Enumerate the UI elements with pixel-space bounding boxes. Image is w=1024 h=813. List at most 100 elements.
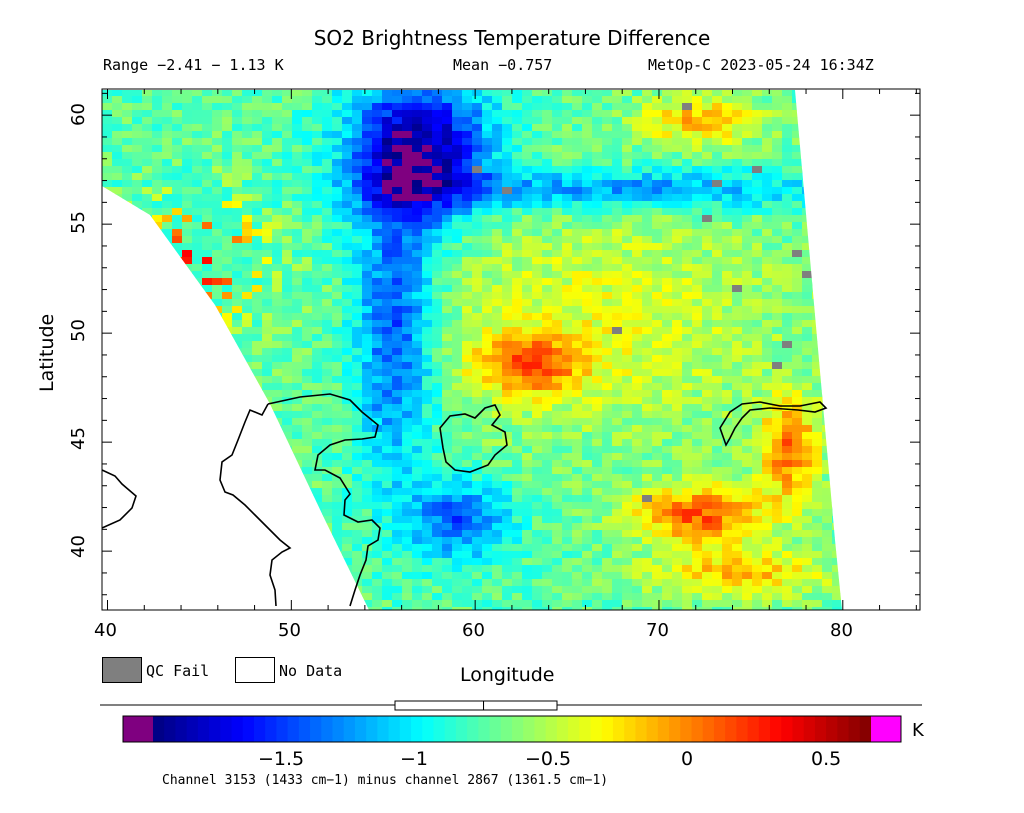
grid-cell [632, 299, 643, 307]
grid-cell [502, 173, 513, 181]
grid-cell [642, 502, 653, 510]
grid-cell [642, 509, 653, 517]
grid-cell [612, 369, 623, 377]
grid-cell [132, 362, 143, 370]
grid-cell [832, 145, 842, 153]
grid-cell [442, 509, 453, 517]
grid-cell [212, 432, 223, 440]
grid-cell [452, 187, 463, 195]
grid-cell [722, 320, 733, 328]
grid-cell [502, 215, 513, 223]
grid-cell [582, 376, 593, 384]
grid-cell [602, 236, 613, 244]
grid-cell [292, 159, 303, 167]
grid-cell [112, 215, 123, 223]
grid-cell [222, 124, 233, 132]
grid-cell [462, 439, 473, 447]
grid-cell [782, 264, 793, 272]
grid-cell [622, 243, 633, 251]
grid-cell [182, 376, 193, 384]
grid-cell [172, 103, 183, 111]
grid-cell [432, 131, 443, 139]
grid-cell [592, 537, 603, 545]
grid-cell [232, 103, 243, 111]
grid-cell [112, 173, 123, 181]
grid-cell [502, 90, 513, 97]
grid-cell [232, 278, 243, 286]
grid-cell [542, 215, 553, 223]
grid-cell [332, 264, 343, 272]
grid-cell [622, 173, 633, 181]
grid-cell [222, 467, 233, 475]
grid-cell [112, 551, 123, 559]
grid-cell [502, 369, 513, 377]
grid-cell [632, 369, 643, 377]
grid-cell [192, 362, 203, 370]
grid-cell [172, 250, 183, 258]
grid-cell [352, 341, 363, 349]
grid-cell [842, 362, 853, 370]
grid-cell [662, 145, 673, 153]
grid-cell [732, 194, 743, 202]
grid-cell [732, 516, 743, 524]
grid-cell [562, 383, 573, 391]
grid-cell [792, 313, 803, 321]
grid-cell [752, 180, 763, 188]
grid-cell [282, 467, 293, 475]
grid-cell [142, 551, 153, 559]
grid-cell [272, 341, 283, 349]
grid-cell [462, 208, 473, 216]
grid-cell [752, 306, 763, 314]
grid-cell [362, 509, 373, 517]
grid-cell [602, 320, 613, 328]
grid-cell [592, 285, 603, 293]
grid-cell [692, 173, 703, 181]
grid-cell [102, 425, 113, 433]
grid-cell [592, 278, 603, 286]
grid-cell [492, 390, 503, 398]
grid-cell [542, 292, 553, 300]
grid-cell [712, 90, 723, 97]
grid-cell [552, 180, 563, 188]
grid-cell [802, 397, 813, 405]
grid-cell [482, 453, 493, 461]
grid-cell [302, 362, 313, 370]
grid-cell [282, 446, 293, 454]
grid-cell [192, 264, 203, 272]
grid-cell [142, 453, 153, 461]
grid-cell [812, 446, 823, 454]
grid-cell [162, 446, 173, 454]
grid-cell [322, 509, 333, 517]
grid-cell [692, 348, 703, 356]
grid-cell [572, 96, 583, 104]
grid-cell [752, 110, 763, 118]
grid-cell [812, 376, 823, 384]
grid-cell [282, 474, 293, 482]
grid-cell [232, 523, 243, 531]
grid-cell [552, 537, 563, 545]
grid-cell [682, 117, 693, 125]
grid-cell [442, 138, 453, 146]
grid-cell [662, 292, 673, 300]
grid-cell [722, 404, 733, 412]
grid-cell [232, 397, 243, 405]
grid-cell [402, 495, 413, 503]
grid-cell [352, 250, 363, 258]
grid-cell [642, 348, 653, 356]
grid-cell [462, 145, 473, 153]
grid-cell [432, 320, 443, 328]
grid-cell [452, 446, 463, 454]
grid-cell [602, 131, 613, 139]
grid-cell [232, 299, 243, 307]
grid-cell [152, 96, 163, 104]
grid-cell [732, 110, 743, 118]
grid-cell [842, 404, 853, 412]
grid-cell [592, 292, 603, 300]
grid-cell [412, 320, 423, 328]
grid-cell [362, 376, 373, 384]
grid-cell [112, 537, 123, 545]
grid-cell [562, 117, 573, 125]
grid-cell [332, 488, 343, 496]
grid-cell [702, 96, 713, 104]
grid-cell [442, 236, 453, 244]
